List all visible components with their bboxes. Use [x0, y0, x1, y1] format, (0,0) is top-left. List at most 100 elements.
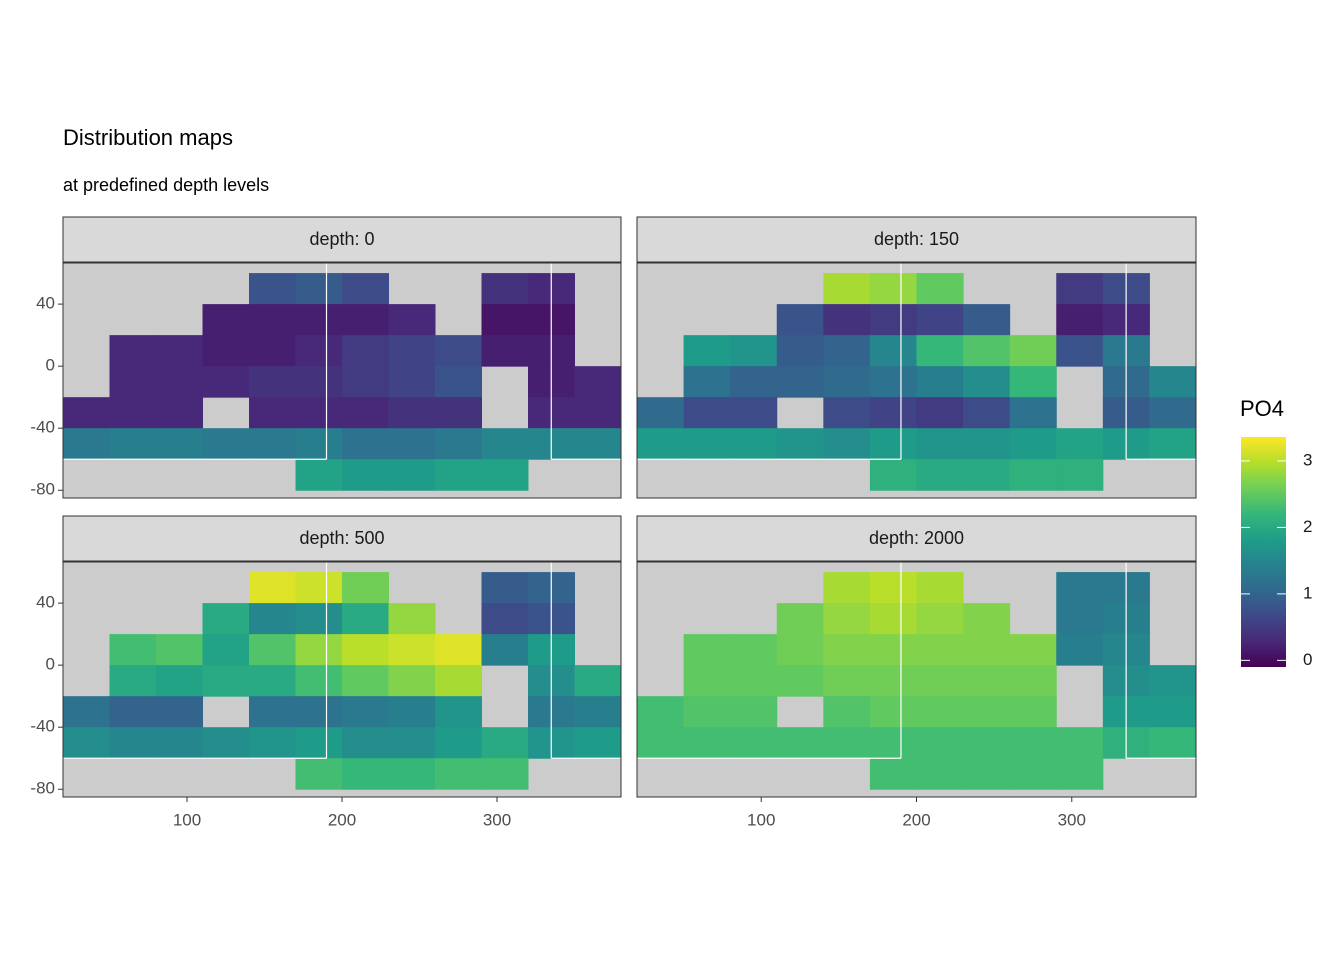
raster-cell: [156, 335, 203, 367]
y-tick-label: -80: [30, 480, 55, 499]
raster-cell: [388, 304, 436, 336]
raster-cell: [963, 459, 1011, 491]
raster-cell: [916, 665, 964, 697]
raster-cell: [869, 696, 917, 728]
raster-cell: [1009, 634, 1057, 666]
raster-cell: [730, 665, 778, 697]
raster-cell: [1149, 366, 1197, 398]
raster-cell: [342, 273, 389, 305]
raster-cell: [1009, 727, 1057, 759]
raster-cell: [869, 428, 917, 460]
y-tick-label: 40: [36, 294, 55, 313]
raster-cell: [916, 459, 964, 491]
raster-cell: [869, 603, 917, 635]
raster-cell: [63, 727, 110, 759]
raster-cell: [683, 397, 731, 429]
raster-cell: [249, 665, 296, 697]
raster-cell: [435, 459, 482, 491]
raster-cell: [1056, 572, 1104, 604]
raster-cell: [637, 397, 685, 429]
colorbar-tick-label: 1: [1303, 583, 1312, 602]
raster-cell: [1149, 727, 1197, 759]
raster-cell: [202, 428, 250, 460]
raster-cell: [295, 366, 343, 398]
raster-cell: [1009, 335, 1057, 367]
raster-cell: [249, 603, 296, 635]
raster-cell: [1149, 665, 1197, 697]
raster-cell: [295, 335, 343, 367]
raster-cell: [916, 758, 964, 790]
raster-cell: [295, 696, 343, 728]
raster-cell: [481, 459, 529, 491]
raster-cell: [249, 696, 296, 728]
raster-cell: [683, 366, 731, 398]
raster-cell: [916, 603, 964, 635]
raster-cell: [823, 634, 871, 666]
raster-cell: [435, 634, 482, 666]
raster-cell: [109, 366, 157, 398]
raster-cell: [1149, 696, 1197, 728]
raster-cell: [683, 696, 731, 728]
raster-cell: [249, 397, 296, 429]
raster-cell: [776, 366, 824, 398]
raster-cell: [1149, 428, 1197, 460]
raster-cell: [916, 335, 964, 367]
raster-cell: [295, 727, 343, 759]
raster-cell: [869, 758, 917, 790]
raster-cell: [249, 428, 296, 460]
raster-cell: [1056, 304, 1104, 336]
raster-cell: [963, 366, 1011, 398]
chart-title: Distribution maps: [63, 125, 233, 150]
raster-cell: [823, 603, 871, 635]
raster-cell: [63, 397, 110, 429]
raster-cell: [342, 727, 389, 759]
raster-cell: [295, 665, 343, 697]
raster-cell: [342, 758, 389, 790]
raster-cell: [388, 727, 436, 759]
raster-cell: [823, 696, 871, 728]
raster-cell: [435, 428, 482, 460]
facet-label: depth: 2000: [869, 528, 964, 548]
raster-cell: [963, 758, 1011, 790]
raster-cell: [249, 727, 296, 759]
raster-cell: [295, 273, 343, 305]
raster-cell: [388, 665, 436, 697]
raster-cell: [388, 366, 436, 398]
raster-cell: [481, 572, 529, 604]
raster-cell: [916, 572, 964, 604]
raster-cell: [823, 727, 871, 759]
raster-cell: [295, 459, 343, 491]
raster-cell: [63, 696, 110, 728]
raster-cell: [869, 366, 917, 398]
raster-cell: [156, 696, 203, 728]
raster-cell: [295, 634, 343, 666]
raster-cell: [916, 727, 964, 759]
raster-cell: [776, 634, 824, 666]
raster-cell: [156, 366, 203, 398]
raster-cell: [1056, 428, 1104, 460]
x-tick-label: 300: [483, 810, 511, 829]
raster-cell: [435, 397, 482, 429]
legend-title: PO4: [1240, 396, 1284, 421]
raster-cell: [295, 428, 343, 460]
y-tick-label: 0: [46, 655, 55, 674]
raster-cell: [1056, 459, 1104, 491]
raster-cell: [574, 428, 622, 460]
raster-cell: [342, 634, 389, 666]
raster-cell: [295, 758, 343, 790]
y-tick-label: -80: [30, 779, 55, 798]
facet-label: depth: 150: [874, 229, 959, 249]
raster-cell: [388, 428, 436, 460]
raster-cell: [202, 727, 250, 759]
raster-cell: [342, 335, 389, 367]
facet-strip: [62, 216, 622, 263]
raster-cell: [481, 758, 529, 790]
raster-cell: [481, 304, 529, 336]
raster-cell: [481, 428, 529, 460]
raster-cell: [249, 634, 296, 666]
raster-cell: [249, 572, 296, 604]
raster-cell: [574, 366, 622, 398]
raster-cell: [683, 634, 731, 666]
raster-cell: [823, 366, 871, 398]
